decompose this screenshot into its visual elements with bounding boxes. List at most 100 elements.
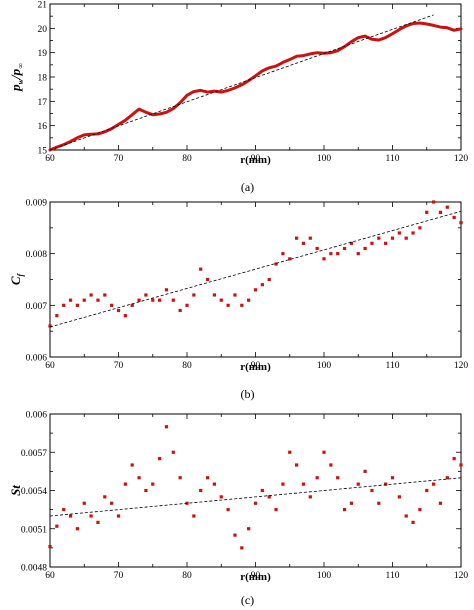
data-point (48, 545, 52, 549)
data-point (151, 298, 155, 302)
y-tick-label: 0.008 (26, 250, 48, 260)
data-point (96, 520, 100, 524)
data-point (192, 293, 196, 297)
y-tick-label: 0.007 (26, 302, 48, 312)
data-point (233, 293, 237, 297)
plot-frame (49, 201, 462, 358)
y-axis-label-part: St (8, 485, 23, 496)
data-point (247, 298, 251, 302)
data-point (110, 501, 114, 505)
data-point (62, 508, 66, 512)
data-point (171, 298, 175, 302)
y-tick-label: 0.0051 (21, 525, 47, 535)
x-axis-label: r(mm) (240, 154, 271, 166)
data-point (212, 482, 216, 486)
data-point (267, 495, 271, 499)
data-point (171, 450, 175, 454)
data-point (445, 205, 449, 209)
data-point (281, 252, 285, 256)
data-point (308, 495, 312, 499)
data-point (158, 457, 162, 461)
data-point (240, 303, 244, 307)
data-point (240, 546, 244, 550)
fit-line (49, 477, 462, 517)
data-point (199, 488, 203, 493)
data-point (103, 293, 107, 297)
panel-caption: (b) (241, 387, 255, 401)
data-point (322, 257, 326, 261)
data-point (384, 482, 388, 486)
chart-panel-3: 60 70 80 90 100 110 120 0.0048 0.0051 0.0054 0.005… (8, 411, 468, 608)
data-point (418, 508, 422, 512)
data-point (356, 252, 360, 256)
data-point (233, 533, 237, 537)
data-point (295, 463, 299, 467)
x-axis-label: r(mm) (240, 361, 271, 373)
data-point (62, 303, 66, 307)
y-tick-label: 18 (38, 74, 48, 84)
data-point (55, 314, 59, 318)
x-tick-label: 80 (182, 154, 192, 164)
data-point (137, 476, 141, 480)
data-point (212, 293, 216, 297)
x-tick-label: 60 (45, 571, 55, 581)
x-tick-label: 100 (317, 361, 332, 371)
data-point (425, 488, 429, 493)
data-point (164, 288, 169, 292)
data-point (274, 508, 278, 512)
data-point (158, 298, 162, 302)
data-point (274, 262, 278, 266)
data-point (445, 476, 449, 480)
data-point (260, 488, 264, 493)
data-point (452, 457, 456, 461)
data-point (89, 293, 93, 297)
data-point (438, 210, 443, 214)
data-point (110, 303, 114, 307)
x-tick-label: 70 (114, 361, 124, 371)
y-tick-label: 15 (38, 147, 48, 157)
data-point (260, 283, 264, 287)
data-point (82, 501, 86, 505)
x-tick-label: 60 (45, 361, 55, 371)
data-point (322, 450, 326, 454)
data-point (267, 277, 271, 282)
data-point (438, 501, 443, 505)
data-point (370, 241, 374, 245)
y-axis-label-part: /p (8, 68, 23, 80)
y-axis-label-part: p (8, 84, 23, 92)
data-point (205, 476, 210, 480)
y-tick-label: 0.0057 (21, 449, 47, 459)
data-point (116, 308, 121, 313)
x-tick-label: 90 (251, 154, 261, 164)
y-axis-label-part: f (16, 273, 25, 277)
data-point (377, 236, 381, 240)
data-point (295, 236, 299, 240)
data-point (308, 236, 312, 240)
data-point (68, 298, 73, 302)
data-point (329, 463, 333, 467)
x-tick-label: 80 (182, 571, 192, 581)
data-point (370, 488, 374, 493)
data-point (432, 482, 436, 486)
data-point (178, 476, 182, 480)
data-point (144, 293, 148, 297)
data-point (288, 450, 292, 454)
data-point (89, 514, 93, 518)
data-point (103, 495, 107, 499)
chart-panel-1: 60 70 80 90 100 110 120 15 16 17 18 19 20 21 r(mm) pw/p… (8, 1, 468, 195)
data-point (82, 298, 86, 302)
data-point (164, 425, 169, 429)
y-axis-label: St (8, 485, 23, 496)
data-point (178, 308, 182, 313)
data-point (75, 527, 79, 531)
data-point (192, 514, 196, 518)
y-tick-label: 0.0048 (21, 564, 47, 574)
data-point (288, 257, 292, 261)
data-point (349, 241, 353, 245)
chart-panel-2: 60 70 80 90 100 110 120 0.006 0.007 0.008 0.009 r(m… (8, 199, 468, 402)
y-tick-label: 20 (38, 25, 48, 35)
y-tick-label: 21 (38, 1, 48, 11)
x-tick-label: 110 (386, 361, 400, 371)
data-point (418, 226, 422, 230)
x-tick-label: 90 (251, 571, 261, 581)
